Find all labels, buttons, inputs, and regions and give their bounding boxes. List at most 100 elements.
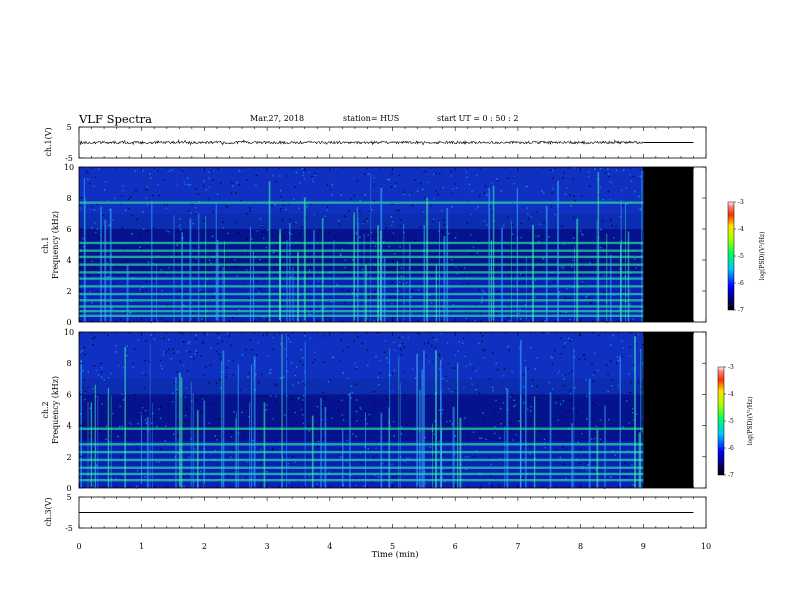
ch2-spectrogram-speckle [578, 334, 581, 336]
ch2-spectrogram-speckle [481, 335, 484, 337]
ch2-spectrogram-speckle [523, 445, 526, 448]
ch2-spectrogram-speckle [439, 355, 441, 357]
ch2-spectrogram-speckle [356, 420, 358, 422]
ch2-spectrogram-speckle [168, 348, 170, 351]
ch2-spectrogram-speckle [351, 392, 353, 394]
ch2-spectrogram-speckle [137, 339, 139, 341]
ch2-spectrogram-speckle [441, 468, 443, 470]
ch2-spectrogram-speckle [207, 333, 209, 335]
ch2-spectrogram-speckle [144, 476, 146, 478]
ch2-spectrogram-speckle [442, 408, 444, 411]
ch1-spectrogram-speckle [280, 196, 282, 198]
ch2-spectrogram-speckle [617, 384, 619, 387]
ch1-spectrogram-speckle [634, 258, 636, 260]
ch2-spectrogram-speckle [483, 350, 486, 352]
xtick-label: 6 [453, 542, 458, 551]
ch1-spectrogram-speckle [518, 313, 521, 315]
ch2-spectrogram-speckle [218, 337, 220, 339]
ch2-spectrogram-speckle [399, 395, 401, 397]
ch2-spectrogram-speckle [247, 376, 249, 378]
ch2-spectrogram-speckle [599, 419, 602, 421]
xtick-label: 4 [327, 542, 332, 551]
ch1-spectrogram-speckle [107, 302, 109, 305]
ch2-spectrogram-speckle [275, 385, 278, 387]
ch1-spectrogram-speckle [254, 265, 256, 267]
ch1-spectrogram-band [79, 201, 644, 204]
ch2-spectrogram-speckle [580, 447, 582, 450]
x-axis-label: Time (min) [371, 549, 418, 560]
ch1-spectrogram-speckle [194, 301, 196, 303]
ch2-spectrogram-speckle [260, 485, 262, 487]
ch1-spectrogram-speckle [398, 209, 400, 212]
ch2-spectrogram-speckle [490, 463, 492, 466]
ch1-spectrogram-speckle [481, 289, 483, 292]
ch1-spectrogram-speckle [356, 180, 359, 182]
ch2-spectrogram-speckle [95, 464, 98, 466]
ch2-spectrogram-sferic [432, 423, 433, 488]
ch1-spectrogram-speckle [541, 190, 543, 192]
ch2-spectrogram-speckle [532, 378, 534, 381]
ch2-spectrogram-speckle [505, 387, 507, 390]
ch1-spectrogram-speckle [367, 220, 369, 222]
ch1-spectrogram-speckle [484, 185, 487, 188]
ch1-spectrogram-band [79, 299, 644, 302]
ch1-spectrogram-speckle [491, 211, 493, 213]
ch1-spectrogram-sferic [321, 218, 324, 322]
ch2-spectrogram-speckle [87, 371, 89, 373]
ch1-spectrogram-speckle [549, 169, 552, 171]
ch1-spectrogram-speckle [610, 182, 613, 184]
ch1-spectrogram-speckle [451, 192, 453, 195]
ch2-spectrogram-speckle [177, 351, 179, 353]
ch1-spectrogram-speckle [328, 232, 330, 234]
ch2-spectrogram-speckle [518, 420, 520, 422]
ch1-spectrogram-speckle [179, 289, 182, 292]
ch1-spectrogram-speckle [148, 261, 150, 263]
ch1-spectrogram-sferic [83, 178, 85, 322]
ch2-spectrogram-speckle [527, 408, 529, 411]
ch2-spectrogram-speckle [226, 332, 229, 334]
ch2-spectrogram-speckle [246, 407, 248, 409]
ch2-spectrogram-speckle [642, 442, 644, 444]
ch1-spectrogram-speckle [131, 214, 133, 217]
ch2-spectrogram-speckle [548, 382, 551, 384]
xtick-label: 8 [578, 542, 583, 551]
ch1-spectrogram-speckle [565, 236, 567, 238]
ch1-spectrogram-speckle [559, 312, 561, 314]
ch2-spectrogram-speckle [639, 349, 641, 351]
ch1-spectrogram-speckle [131, 233, 133, 235]
ch2-spectrogram-speckle [347, 377, 349, 380]
ch1-spectrogram-speckle [391, 173, 393, 175]
ch2-spectrogram-speckle [323, 481, 325, 483]
ch2-spectrogram-speckle [100, 362, 102, 365]
ch1-spectrogram-speckle [407, 308, 410, 310]
ch2-spectrogram-speckle [313, 359, 316, 361]
ch1-spectrogram-speckle [528, 218, 530, 220]
ch1-spectrogram-speckle [225, 205, 227, 207]
ch2-spectrogram-speckle [252, 419, 255, 421]
ch1-spectrogram-speckle [507, 216, 509, 218]
ch2-spectrogram-speckle [594, 404, 596, 407]
ch1-spectrogram-speckle [208, 186, 211, 188]
ch2-spectrogram-speckle [257, 341, 259, 344]
ch2-spectrogram-speckle [159, 359, 161, 362]
ch2-spectrogram-speckle [280, 457, 282, 460]
ch1-spectrogram-speckle [534, 296, 536, 298]
colorbar-ch1-ticks: -3-4-5-6-7 [734, 199, 744, 314]
ch1-spectrogram-sferic [297, 252, 299, 322]
ch2-spectrogram-speckle [522, 478, 525, 480]
ch2-spectrogram-speckle [317, 446, 319, 448]
ch2-spectrogram-speckle [145, 422, 147, 424]
ch2-spectrogram-speckle [445, 375, 447, 377]
ch2-spectrogram-plot [79, 332, 694, 490]
ch2-spectrogram-speckle [260, 461, 262, 464]
ch1-spectrogram-speckle [190, 212, 192, 214]
ch2-spectrogram-speckle [209, 364, 212, 366]
ch2-spectrogram-speckle [290, 362, 293, 364]
ch1-spectrogram-speckle [548, 236, 550, 238]
ch1-spectrogram-speckle [610, 219, 612, 222]
ch1-spectrogram-speckle [569, 297, 571, 299]
ch1-spectrogram-speckle [113, 283, 115, 285]
ch1-spectrogram-speckle [552, 177, 554, 180]
ch2-spectrogram-speckle [360, 417, 363, 419]
ch1-spectrogram-band [79, 309, 644, 313]
